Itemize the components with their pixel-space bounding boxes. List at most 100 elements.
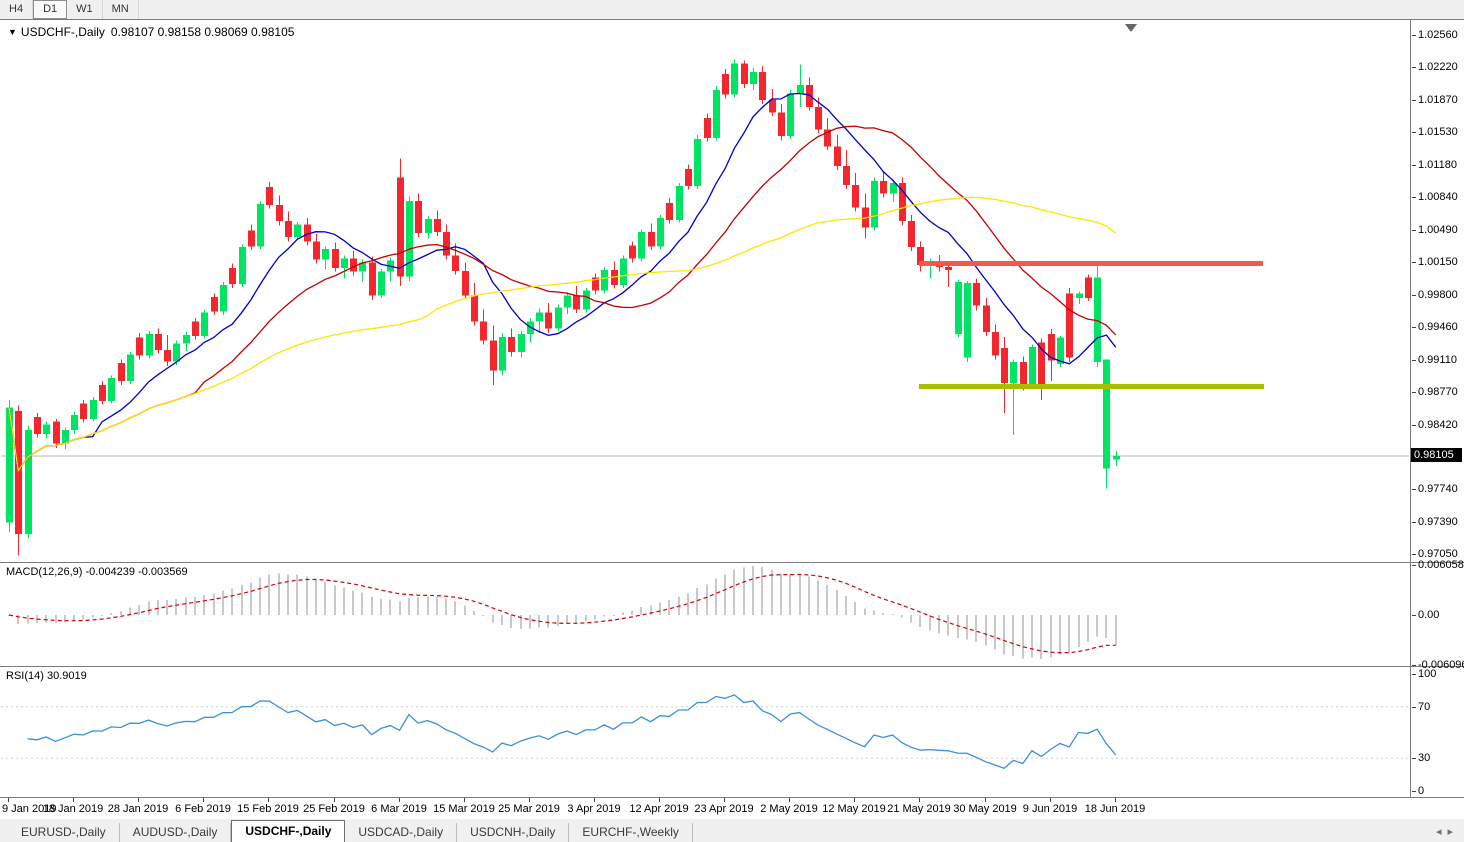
date-axis-tick-mark: [789, 798, 790, 802]
date-axis-label: 18 Jun 2019: [1084, 803, 1146, 815]
axis-tick-mark: [1412, 262, 1416, 263]
axis-tick-mark: [1412, 665, 1416, 666]
tab-scroll-left-icon[interactable]: ◂: [1435, 826, 1442, 838]
date-axis-tick-mark: [919, 798, 920, 802]
axis-tick-mark: [1412, 615, 1416, 616]
date-axis-tick-mark: [724, 798, 725, 802]
date-axis-tick-mark: [529, 798, 530, 802]
axis-tick-mark: [1412, 489, 1416, 490]
date-axis-label: 15 Mar 2019: [433, 803, 495, 815]
date-axis-tick-mark: [203, 798, 204, 802]
axis-tick-label: 0.00: [1418, 609, 1440, 621]
date-axis-tick-mark: [73, 798, 74, 802]
macd-chart-canvas[interactable]: [1, 564, 1409, 666]
date-axis[interactable]: 9 Jan 2019 18 Jan 2019 28 Jan 2019 6 Feb 20…: [0, 798, 1464, 820]
rsi-value: 30.9019: [46, 670, 87, 682]
axis-tick-label: 1.02560: [1418, 29, 1458, 41]
axis-tick-mark: [1412, 35, 1416, 36]
axis-tick-label: 1.01870: [1418, 94, 1458, 106]
axis-tick-mark: [1412, 132, 1416, 133]
macd-values: -0.004239 -0.003569: [85, 566, 188, 578]
tab-scroll-controls: ◂ ▸: [1433, 822, 1456, 842]
date-axis-tick-mark: [399, 798, 400, 802]
tab-scroll-right-icon[interactable]: ▸: [1447, 826, 1453, 838]
date-axis-tick-mark: [854, 798, 855, 802]
axis-tick-mark: [1412, 425, 1416, 426]
date-axis-tick-mark: [1050, 798, 1051, 802]
date-axis-label: 3 Apr 2019: [567, 803, 621, 815]
axis-tick-mark: [1412, 707, 1416, 708]
date-axis-label: 2 May 2019: [760, 803, 818, 815]
date-axis-label: 25 Feb 2019: [303, 803, 365, 815]
date-axis-tick-mark: [1115, 798, 1116, 802]
axis-tick-label: 0.97390: [1418, 516, 1458, 528]
axis-tick-label: 1.02220: [1418, 61, 1458, 73]
date-axis-tick-mark: [464, 798, 465, 802]
date-axis-label: 12 May 2019: [822, 803, 886, 815]
chart-tab-bar: EURUSD-,Daily AUDUSD-,Daily USDCHF-,Dail…: [0, 819, 1464, 842]
chart-title: ▼ USDCHF-,Daily 0.98107 0.98158 0.98069 0.…: [8, 25, 294, 39]
axis-tick-label: 0.98770: [1418, 386, 1458, 398]
timeframe-button-h4[interactable]: H4: [0, 0, 34, 19]
axis-tick-mark: [1412, 165, 1416, 166]
axis-tick-mark: [1412, 197, 1416, 198]
timeframe-button-d1[interactable]: D1: [33, 0, 68, 19]
axis-tick-mark: [1412, 327, 1416, 328]
chart-shift-marker-icon: [1125, 24, 1137, 32]
date-axis-tick-mark: [334, 798, 335, 802]
axis-tick-mark: [1412, 674, 1416, 675]
date-axis-label: 25 Mar 2019: [498, 803, 560, 815]
axis-tick-mark: [1412, 100, 1416, 101]
rsi-panel: RSI(14) 30.9019: [0, 667, 1464, 798]
date-axis-tick-mark: [985, 798, 986, 802]
current-price-marker: 0.98105: [1411, 448, 1462, 462]
axis-tick-mark: [1412, 522, 1416, 523]
axis-tick-label: 0.006058: [1418, 559, 1464, 571]
axis-tick-label: 0.98420: [1418, 419, 1458, 431]
axis-tick-mark: [1412, 360, 1416, 361]
date-axis-tick-mark: [8, 798, 9, 802]
timeframe-button-mn[interactable]: MN: [103, 0, 139, 19]
axis-tick-label: 0: [1418, 785, 1425, 797]
tab-audusd-daily[interactable]: AUDUSD-,Daily: [120, 823, 232, 842]
rsi-chart-canvas[interactable]: [1, 668, 1409, 797]
date-axis-tick-mark: [138, 798, 139, 802]
date-axis-label: 28 Jan 2019: [107, 803, 169, 815]
date-axis-label: 9 Jan 2019: [2, 803, 57, 815]
axis-tick-mark: [1412, 758, 1416, 759]
date-axis-label: 12 Apr 2019: [629, 803, 689, 815]
date-axis-tick-mark: [268, 798, 269, 802]
date-axis-label: 6 Mar 2019: [371, 803, 427, 815]
axis-tick-label: 100: [1418, 668, 1437, 680]
tab-usdchf-daily[interactable]: USDCHF-,Daily: [231, 820, 346, 842]
candlestick-chart-canvas[interactable]: [1, 21, 1409, 563]
tab-usdcad-daily[interactable]: USDCAD-,Daily: [345, 823, 458, 842]
date-axis-label: 18 Jan 2019: [42, 803, 104, 815]
symbol-dropdown-icon[interactable]: ▼: [8, 27, 17, 37]
date-axis-label: 30 May 2019: [953, 803, 1017, 815]
date-axis-label: 23 Apr 2019: [694, 803, 754, 815]
axis-tick-label: 1.00490: [1418, 224, 1458, 236]
date-axis-label: 6 Feb 2019: [175, 803, 231, 815]
macd-panel: MACD(12,26,9) -0.004239 -0.003569: [0, 563, 1464, 667]
axis-tick-label: 30: [1418, 752, 1431, 764]
chart-ohlc-values: 0.98107 0.98158 0.98069 0.98105: [110, 25, 295, 39]
axis-tick-mark: [1412, 295, 1416, 296]
axis-tick-mark: [1412, 67, 1416, 68]
tab-usdcnh-daily[interactable]: USDCNH-,Daily: [457, 823, 570, 842]
date-axis-tick-mark: [659, 798, 660, 802]
rsi-label: RSI(14) 30.9019: [6, 670, 87, 682]
axis-tick-label: 70: [1418, 701, 1431, 713]
axis-tick-mark: [1412, 230, 1416, 231]
date-axis-label: 15 Feb 2019: [237, 803, 299, 815]
date-axis-tick-mark: [594, 798, 595, 802]
date-axis-label: 9 Jun 2019: [1022, 803, 1078, 815]
tab-eurchf-weekly[interactable]: EURCHF-,Weekly: [569, 823, 693, 842]
axis-tick-label: -0.006096: [1418, 659, 1464, 671]
axis-tick-label: 0.99460: [1418, 321, 1458, 333]
main-price-panel: ▼ USDCHF-,Daily 0.98107 0.98158 0.98069 0.…: [0, 19, 1464, 563]
axis-tick-mark: [1412, 791, 1416, 792]
timeframe-button-w1[interactable]: W1: [67, 0, 103, 19]
tab-eurusd-daily[interactable]: EURUSD-,Daily: [8, 823, 120, 842]
